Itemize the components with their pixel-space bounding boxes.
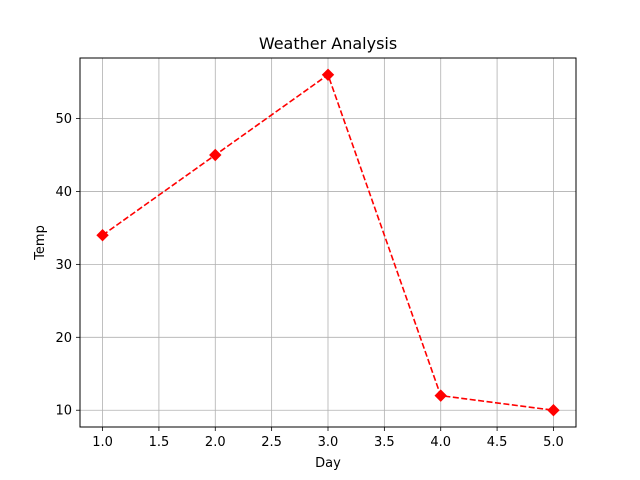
chart-title: Weather Analysis — [259, 34, 397, 53]
x-tick-label: 4.5 — [487, 435, 508, 450]
x-tick-label: 2.5 — [261, 435, 282, 450]
x-axis-ticks: 1.0 1.5 2.0 2.5 3.0 3.5 4.0 4.5 5.0 — [92, 427, 564, 450]
data-point-marker — [434, 389, 447, 402]
y-tick-label: 50 — [55, 112, 72, 127]
x-tick-label: 1.0 — [92, 435, 113, 450]
y-axis-label: Temp — [33, 225, 48, 261]
data-point-marker — [321, 68, 335, 81]
data-point-marker — [547, 404, 560, 417]
x-tick-label: 3.5 — [374, 435, 395, 450]
y-tick-label: 20 — [55, 331, 72, 346]
x-tick-label: 1.5 — [149, 435, 170, 450]
data-point-marker — [209, 148, 222, 162]
data-point-marker — [96, 229, 109, 242]
x-tick-label: 3.0 — [318, 435, 339, 450]
x-tick-label: 5.0 — [543, 435, 564, 450]
y-tick-label: 30 — [55, 258, 72, 273]
x-tick-label: 2.0 — [205, 435, 226, 450]
y-axis-ticks: 10 20 30 40 50 — [55, 112, 80, 419]
x-axis-label: Day — [315, 456, 341, 471]
series-layer — [96, 68, 560, 417]
grid-lines — [80, 58, 576, 427]
y-tick-label: 40 — [55, 185, 72, 200]
y-tick-label: 10 — [55, 404, 72, 419]
x-tick-label: 4.0 — [430, 435, 451, 450]
